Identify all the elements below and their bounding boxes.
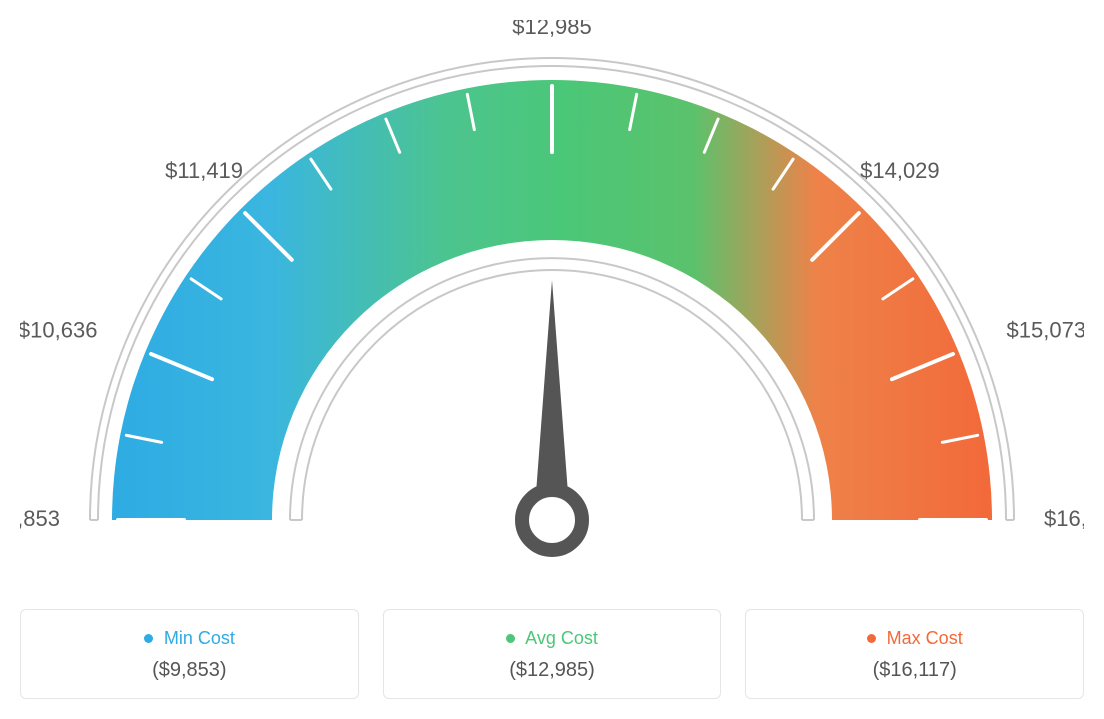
max-cost-title: Max Cost: [758, 628, 1071, 649]
gauge-tick-label: $12,985: [512, 20, 592, 39]
avg-cost-value: ($12,985): [396, 659, 709, 682]
min-cost-value: ($9,853): [33, 659, 346, 682]
gauge-tick-label: $9,853: [20, 506, 60, 531]
gauge-tick-label: $15,073: [1007, 318, 1084, 343]
avg-dot-icon: [506, 634, 515, 643]
min-dot-icon: [144, 634, 153, 643]
gauge-tick-label: $11,419: [165, 158, 243, 183]
gauge-tick-label: $16,117: [1044, 506, 1084, 531]
max-cost-label: Max Cost: [887, 628, 963, 648]
gauge-chart: $9,853 $10,636 $11,419 $12,985 $14,029 $15,07…: [20, 20, 1084, 585]
gauge-svg: $9,853 $10,636 $11,419 $12,985 $14,029 $15,07…: [20, 20, 1084, 580]
max-dot-icon: [867, 634, 876, 643]
avg-cost-label: Avg Cost: [525, 628, 598, 648]
min-cost-title: Min Cost: [33, 628, 346, 649]
min-cost-card: Min Cost ($9,853): [20, 609, 359, 699]
gauge-tick-label: $14,029: [860, 158, 940, 183]
min-cost-label: Min Cost: [164, 628, 235, 648]
max-cost-value: ($16,117): [758, 659, 1071, 682]
gauge-hub: [522, 490, 582, 550]
avg-cost-card: Avg Cost ($12,985): [383, 609, 722, 699]
legend-cards: Min Cost ($9,853) Avg Cost ($12,985) Max…: [20, 609, 1084, 699]
max-cost-card: Max Cost ($16,117): [745, 609, 1084, 699]
gauge-tick-label: $10,636: [20, 318, 97, 343]
avg-cost-title: Avg Cost: [396, 628, 709, 649]
